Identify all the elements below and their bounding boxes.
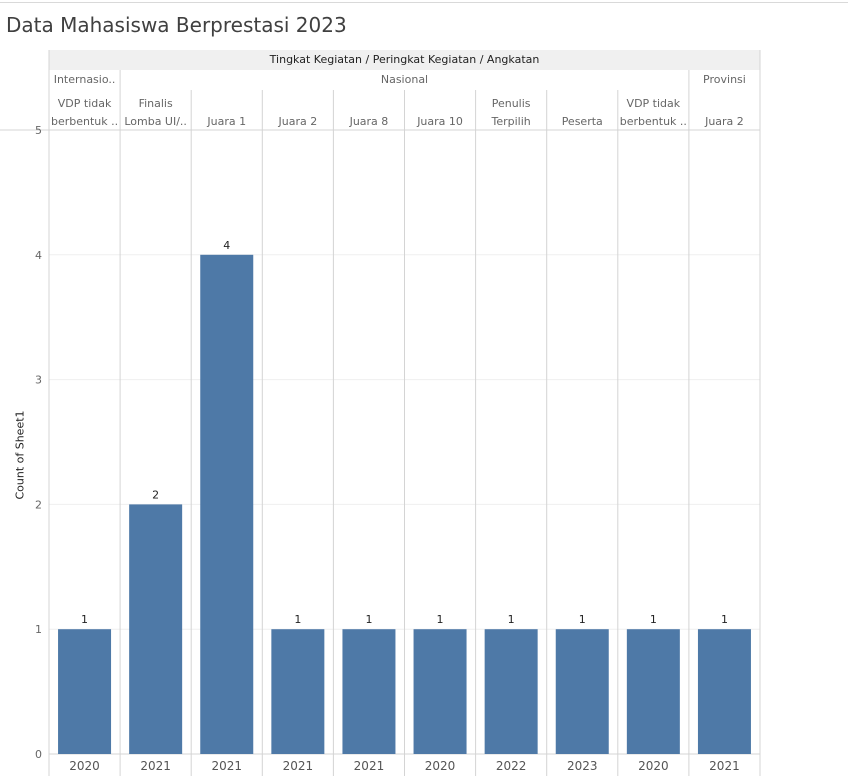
- bar-value-label: 1: [579, 613, 586, 626]
- rank-header-label: Juara 1: [207, 115, 247, 128]
- bar-value-label: 1: [508, 613, 515, 626]
- y-tick-label: 2: [35, 498, 42, 511]
- bar: [413, 629, 467, 754]
- bar-value-label: 4: [223, 239, 230, 252]
- bar-value-label: 2: [152, 488, 159, 501]
- rank-header-label: Juara 8: [349, 115, 389, 128]
- rank-header-label: VDP tidak: [57, 97, 112, 110]
- bar-value-label: 1: [81, 613, 88, 626]
- rank-header-label: Peserta: [561, 115, 603, 128]
- rank-header-label: Terpilih: [491, 115, 531, 128]
- group-header-label: Internasio..: [53, 73, 116, 86]
- bar: [484, 629, 538, 754]
- x-tick-label-year: 2021: [709, 759, 740, 773]
- chart-title: Data Mahasiswa Berprestasi 2023: [6, 13, 347, 37]
- x-tick-label-year: 2023: [567, 759, 598, 773]
- rank-header-label: Penulis: [491, 97, 531, 110]
- bar: [58, 629, 112, 754]
- bar: [626, 629, 680, 754]
- top-divider: [0, 2, 848, 3]
- rank-header-label: berbentuk ..: [50, 115, 119, 128]
- bar: [271, 629, 325, 754]
- x-tick-label-year: 2021: [283, 759, 314, 773]
- group-header-label: Provinsi: [703, 73, 746, 86]
- x-tick-label-year: 2021: [140, 759, 171, 773]
- x-tick-label-year: 2021: [354, 759, 385, 773]
- x-tick-label-year: 2020: [425, 759, 456, 773]
- bar-value-label: 1: [437, 613, 444, 626]
- y-tick-label: 5: [35, 124, 42, 137]
- rank-header-label: Juara 2: [705, 115, 744, 128]
- y-tick-label: 4: [35, 249, 42, 262]
- rank-header-label: berbentuk ..: [619, 115, 687, 128]
- rank-header-label: Juara 2: [278, 115, 318, 128]
- bar-value-label: 1: [721, 613, 728, 626]
- column-header-label: Tingkat Kegiatan / Peringkat Kegiatan / …: [49, 50, 760, 70]
- rank-header-label: Juara 10: [417, 115, 463, 128]
- bar: [200, 254, 254, 755]
- x-tick-label-year: 2021: [211, 759, 242, 773]
- y-tick-label: 1: [35, 623, 42, 636]
- rank-header-label: Finalis: [138, 97, 173, 110]
- x-tick-label-year: 2020: [638, 759, 669, 773]
- bar: [697, 629, 751, 754]
- y-tick-label: 0: [35, 748, 42, 761]
- bar: [342, 629, 396, 754]
- bar: [129, 504, 183, 754]
- bar-value-label: 1: [294, 613, 301, 626]
- bar-value-label: 1: [365, 613, 372, 626]
- group-header-label: Nasional: [380, 73, 429, 86]
- y-tick-label: 3: [35, 374, 42, 387]
- rank-header-label: Lomba UI/..: [124, 115, 187, 128]
- bar: [555, 629, 609, 754]
- bar-value-label: 1: [650, 613, 657, 626]
- rank-header-label: VDP tidak: [626, 97, 681, 110]
- x-tick-label-year: 2020: [69, 759, 100, 773]
- x-tick-label-year: 2022: [496, 759, 527, 773]
